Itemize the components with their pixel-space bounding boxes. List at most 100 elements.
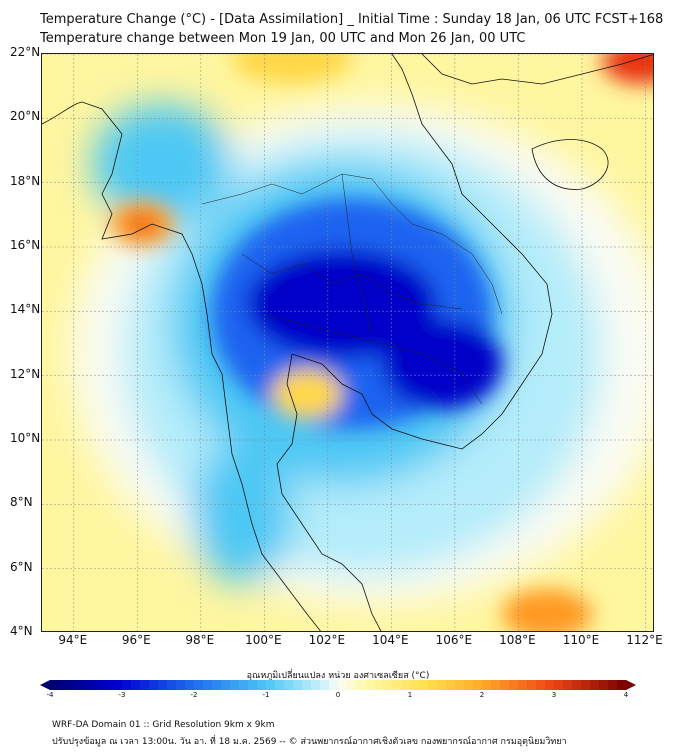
colorbar-cell xyxy=(113,680,123,690)
colorbar-cell xyxy=(365,680,375,690)
colorbar-cell xyxy=(284,680,294,690)
coast-west xyxy=(42,101,321,631)
colorbar-cell xyxy=(68,680,78,690)
colorbar-cell xyxy=(338,680,348,690)
colorbar-cell xyxy=(266,680,276,690)
colorbar-cell xyxy=(572,680,582,690)
colorbar-tick-label: -2 xyxy=(190,691,198,699)
colorbar-cell xyxy=(554,680,564,690)
map-canvas xyxy=(42,54,653,631)
colorbar-cell xyxy=(86,680,96,690)
lon-label: 108°E xyxy=(499,633,536,647)
graticule xyxy=(42,54,653,631)
colorbar-cell xyxy=(212,680,222,690)
field-cyan-west xyxy=(92,104,232,224)
lon-label: 112°E xyxy=(626,633,663,647)
colorbar-cell xyxy=(122,680,132,690)
colorbar-min-extend xyxy=(40,680,50,690)
lat-label: 20°N xyxy=(10,109,41,124)
colorbar-cell xyxy=(509,680,519,690)
border-central xyxy=(241,253,463,310)
colorbar-cell xyxy=(167,680,177,690)
colorbar-cell xyxy=(230,680,240,690)
colorbar-tick-label: 0 xyxy=(335,691,341,699)
colorbar-cell xyxy=(50,680,60,690)
colorbar-cell xyxy=(203,680,213,690)
colorbar-cell xyxy=(563,680,573,690)
colorbar-cell xyxy=(590,680,600,690)
colorbar-cell xyxy=(77,680,87,690)
lon-label: 106°E xyxy=(435,633,473,647)
colorbar-tick-label: 1 xyxy=(407,691,413,699)
coast-china-south xyxy=(421,54,653,85)
border-north xyxy=(201,173,503,315)
colorbar-cell xyxy=(347,680,357,690)
colorbar-tick-label: 4 xyxy=(623,691,629,699)
lat-label: 6°N xyxy=(10,559,33,574)
colorbar-tick-label: 3 xyxy=(551,691,557,699)
colorbar xyxy=(40,680,636,690)
colorbar-cell xyxy=(140,680,150,690)
lat-label: 12°N xyxy=(10,366,41,381)
colorbar-cell xyxy=(410,680,420,690)
lat-label: 18°N xyxy=(10,173,41,188)
lon-label: 94°E xyxy=(58,633,88,647)
colorbar-cell xyxy=(446,680,456,690)
colorbar-cells xyxy=(40,680,636,690)
border-meridional xyxy=(341,173,373,335)
colorbar-cell xyxy=(581,680,591,690)
lat-label: 22°N xyxy=(10,45,41,59)
lon-label: 100°E xyxy=(245,633,282,647)
field-orange-south xyxy=(502,589,592,631)
lat-label: 16°N xyxy=(10,238,41,252)
colorbar-cell xyxy=(545,680,555,690)
colorbar-cell xyxy=(473,680,483,690)
colorbar-cell xyxy=(419,680,429,690)
field-layer-inner xyxy=(110,54,653,631)
colorbar-cell xyxy=(239,680,249,690)
field-dark-blue-core xyxy=(247,249,437,359)
colorbar-cell xyxy=(518,680,528,690)
colorbar-cell xyxy=(374,680,384,690)
colorbar-title: อุณหภูมิเปลี่ยนแปลง หน่วย องศาเซลเซียส (… xyxy=(246,671,430,681)
field-cyan-south xyxy=(192,444,292,584)
colorbar-cell xyxy=(257,680,267,690)
lat-label: 14°N xyxy=(10,302,41,317)
footer-credit: ปรับปรุงข้อมูล ณ เวลา 13:00น. วัน อา. ที… xyxy=(52,737,567,747)
colorbar-cell xyxy=(158,680,168,690)
colorbar-cell xyxy=(527,680,537,690)
colorbar-cell xyxy=(608,680,618,690)
field-yellow-north xyxy=(232,54,352,84)
colorbar-cell xyxy=(428,680,438,690)
field-yellow-gulf xyxy=(272,369,342,419)
colorbar-cell xyxy=(401,680,411,690)
coast-peninsula-east xyxy=(276,353,382,631)
field-orange-northeast xyxy=(602,54,653,84)
lat-label: 8°N xyxy=(10,495,33,510)
colorbar-cell xyxy=(392,680,402,690)
colorbar-cell xyxy=(536,680,546,690)
colorbar-cell xyxy=(617,680,627,690)
colorbar-cell xyxy=(383,680,393,690)
colorbar-cell xyxy=(176,680,186,690)
chart-subtitle: Temperature change between Mon 19 Jan, 0… xyxy=(40,31,526,46)
lon-label: 102°E xyxy=(308,633,346,647)
colorbar-cell xyxy=(491,680,501,690)
lat-label: 4°N xyxy=(10,624,33,638)
borders xyxy=(201,173,503,405)
colorbar-cell xyxy=(356,680,366,690)
temperature-change-map xyxy=(41,53,654,632)
lon-label: 104°E xyxy=(372,633,409,647)
colorbar-max-extend xyxy=(626,680,636,690)
colorbar-cell xyxy=(221,680,231,690)
colorbar-cell xyxy=(464,680,474,690)
colorbar-cell xyxy=(455,680,465,690)
colorbar-cell xyxy=(329,680,339,690)
colorbar-tick-label: -3 xyxy=(118,691,126,699)
lon-label: 98°E xyxy=(185,633,215,647)
colorbar-cell xyxy=(104,680,114,690)
colorbar-cell xyxy=(599,680,609,690)
colorbar-tick-label: -1 xyxy=(262,691,270,699)
colorbar-cell xyxy=(302,680,312,690)
colorbar-cell xyxy=(320,680,330,690)
